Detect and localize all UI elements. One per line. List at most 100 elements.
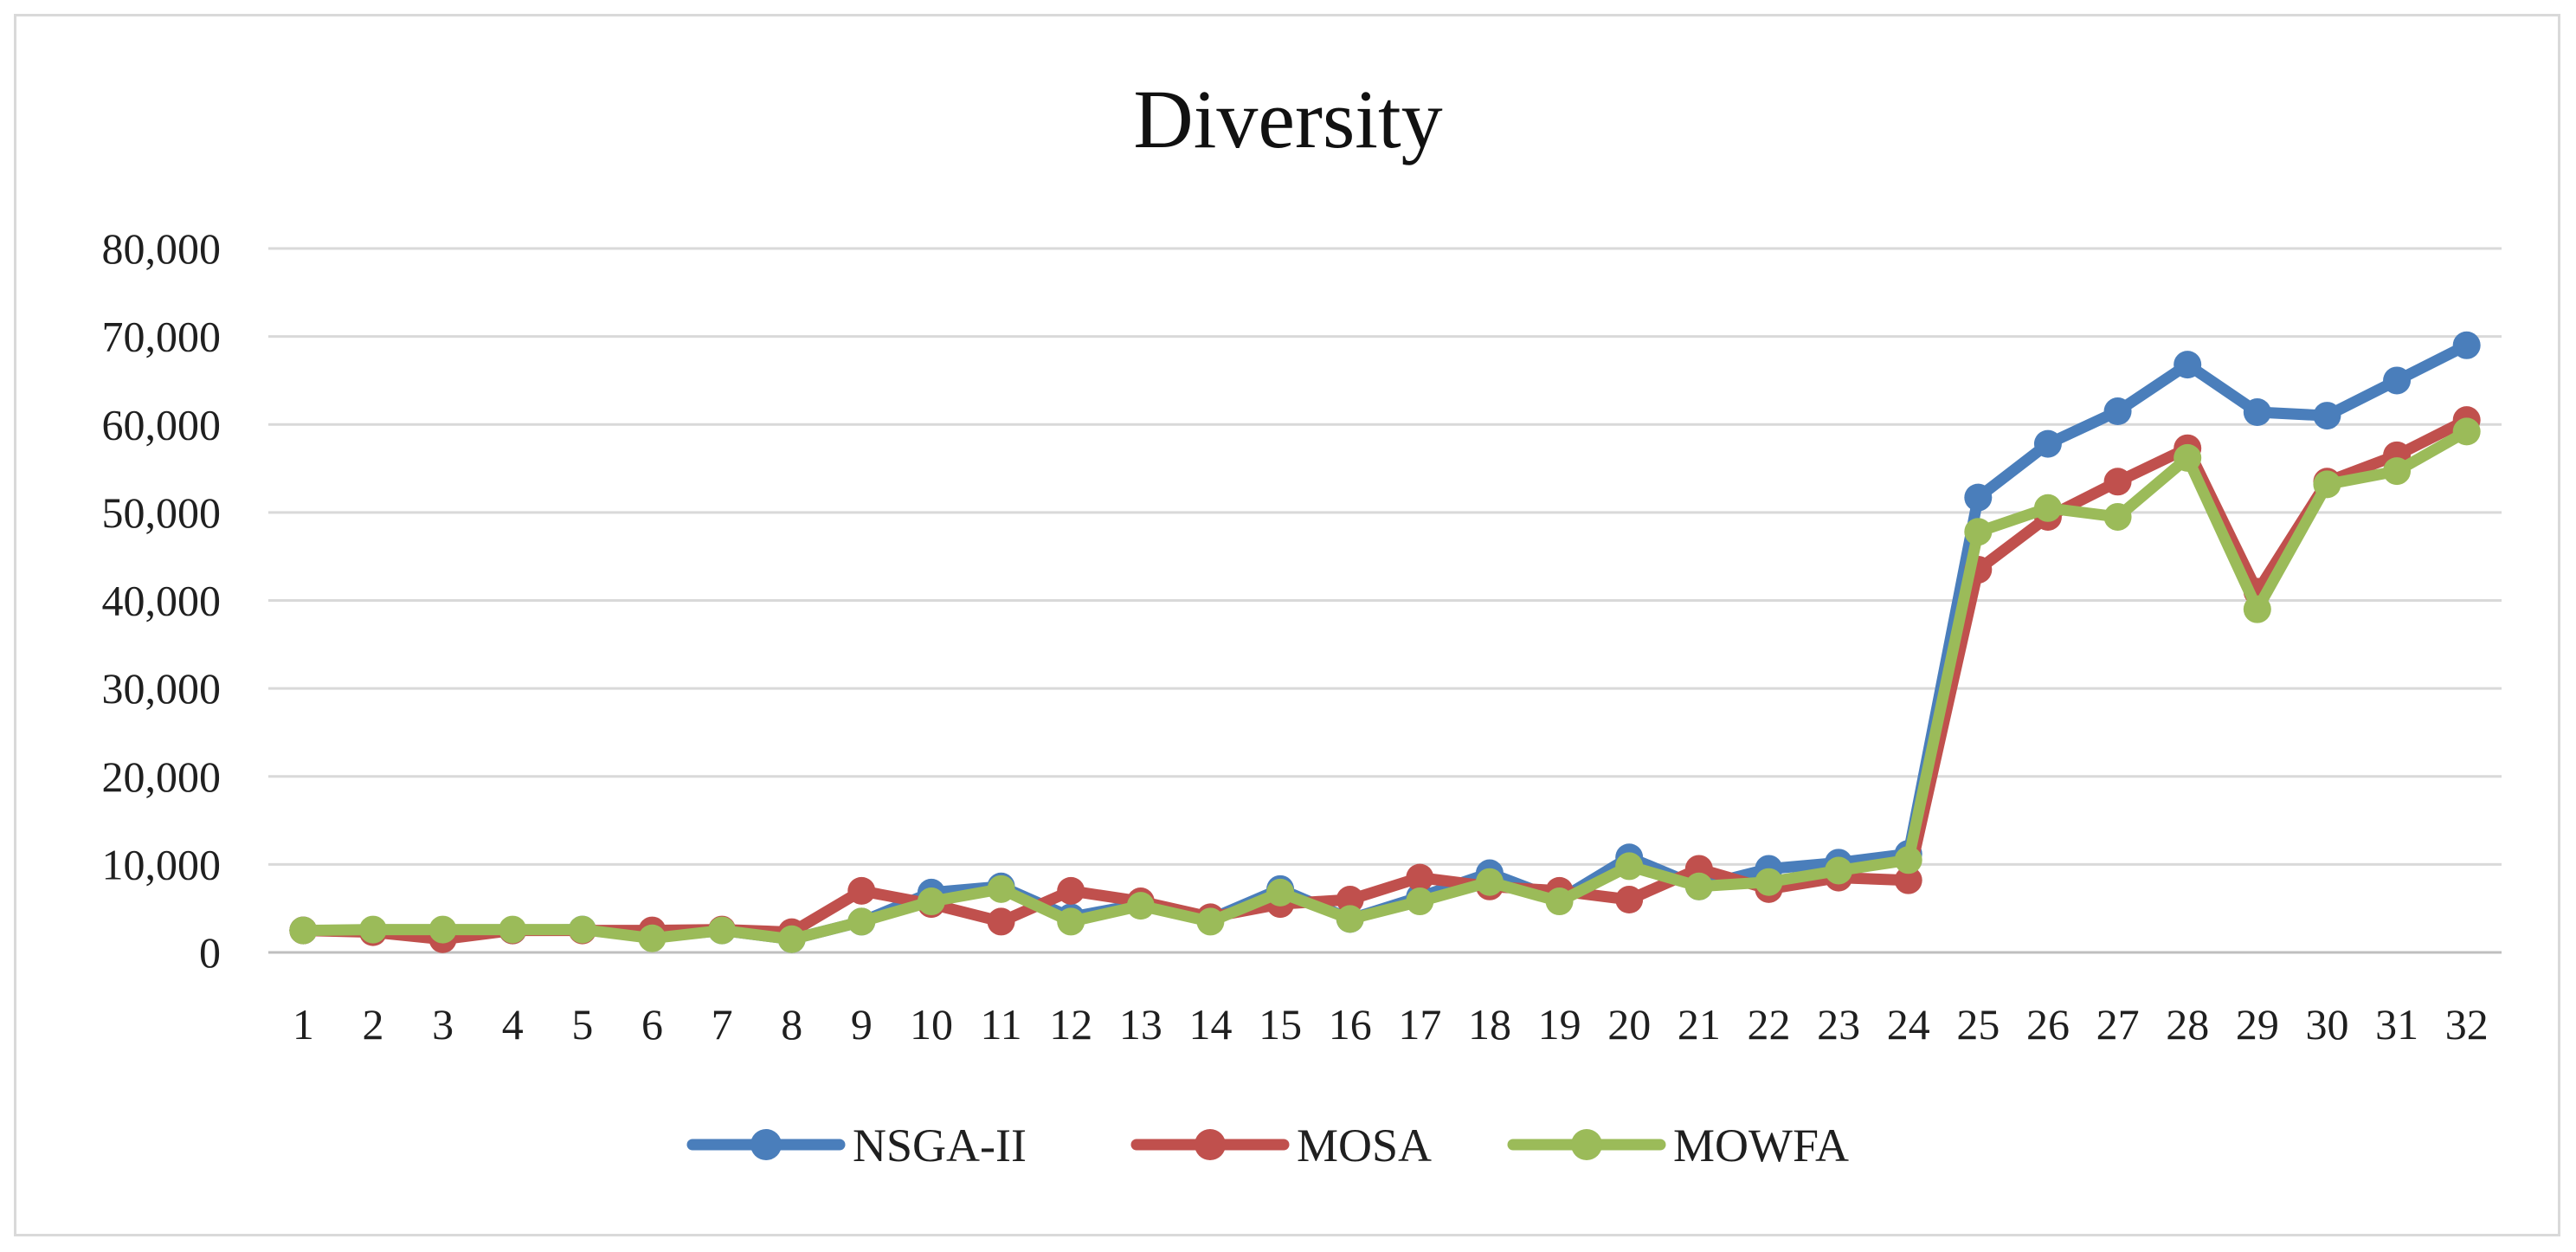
y-tick-label: 20,000 — [102, 752, 222, 801]
data-point-mowfa — [1545, 887, 1574, 916]
x-tick-label: 6 — [641, 1000, 663, 1049]
legend-item-mowfa: MOWFA — [1507, 1120, 1849, 1171]
series-mowfa — [289, 417, 2481, 953]
x-tick-label: 27 — [2096, 1000, 2140, 1049]
y-tick-label: 30,000 — [102, 664, 222, 713]
data-point-nsga-ii — [2174, 351, 2202, 379]
series-line-mowfa — [297, 425, 2473, 945]
legend-label: NSGA-II — [853, 1120, 1027, 1171]
x-tick-label: 9 — [851, 1000, 873, 1049]
data-point-nsga-ii — [2383, 366, 2412, 395]
y-tick-label: 40,000 — [102, 577, 222, 625]
legend-item-nsga-ii: NSGA-II — [686, 1120, 1027, 1171]
legend-item-mosa: MOSA — [1130, 1120, 1432, 1171]
x-tick-label: 4 — [502, 1000, 524, 1049]
data-point-mowfa — [2383, 457, 2412, 486]
data-point-mowfa — [1825, 856, 1853, 885]
series-line-nsga-ii — [297, 339, 2473, 945]
y-axis-ticks: 0 10,000 20,000 30,000 40,000 50,000 60,000 70,… — [102, 224, 222, 977]
y-tick-label: 10,000 — [102, 840, 222, 888]
grid — [268, 247, 2502, 954]
data-point-nsga-ii — [2103, 397, 2132, 426]
x-tick-label: 13 — [1119, 1000, 1162, 1049]
data-point-mowfa — [1475, 868, 1504, 896]
x-tick-label: 14 — [1188, 1000, 1232, 1049]
data-point-mosa — [1406, 863, 1434, 892]
x-axis-ticks: 1 2 3 4 5 6 7 8 9 10 11 12 13 14 15 16 17 18 19 20 21 22 23 24 2… — [293, 1000, 2489, 1049]
data-point-mosa — [1336, 886, 1364, 914]
data-point-nsga-ii — [2452, 331, 2481, 359]
x-tick-label: 15 — [1259, 1000, 1302, 1049]
data-point-nsga-ii — [2243, 398, 2271, 427]
x-tick-label: 21 — [1678, 1000, 1721, 1049]
x-tick-label: 8 — [781, 1000, 802, 1049]
data-point-mowfa — [2174, 443, 2202, 472]
series — [289, 331, 2481, 953]
data-point-mosa — [1615, 886, 1644, 914]
legend-marker — [750, 1129, 782, 1160]
data-point-nsga-ii — [2313, 402, 2341, 430]
data-point-mowfa — [1196, 907, 1225, 936]
x-tick-label: 29 — [2236, 1000, 2279, 1049]
data-point-mowfa — [987, 874, 1015, 903]
data-point-mowfa — [2103, 502, 2132, 531]
data-point-mowfa — [358, 915, 387, 944]
data-point-mowfa — [1266, 878, 1295, 907]
data-point-mowfa — [1406, 887, 1434, 916]
data-point-mowfa — [847, 907, 876, 936]
data-point-mowfa — [917, 887, 945, 916]
data-point-mowfa — [499, 915, 527, 944]
x-tick-label: 32 — [2445, 1000, 2489, 1049]
legend-label: MOWFA — [1673, 1120, 1849, 1171]
x-tick-label: 22 — [1747, 1000, 1790, 1049]
data-point-mowfa — [1755, 868, 1783, 896]
x-tick-label: 7 — [712, 1000, 733, 1049]
data-point-mosa — [1894, 866, 1922, 894]
data-point-mowfa — [1684, 872, 1713, 900]
y-tick-label: 0 — [199, 928, 221, 977]
data-point-mosa — [1057, 876, 1085, 905]
data-point-mowfa — [708, 916, 737, 945]
data-point-mowfa — [638, 924, 667, 952]
x-tick-label: 26 — [2026, 1000, 2070, 1049]
x-tick-label: 19 — [1538, 1000, 1581, 1049]
data-point-mosa — [847, 876, 876, 905]
data-point-mowfa — [289, 916, 318, 945]
data-point-mowfa — [568, 915, 596, 944]
y-tick-label: 50,000 — [102, 488, 222, 537]
x-tick-label: 16 — [1329, 1000, 1372, 1049]
y-tick-label: 80,000 — [102, 224, 222, 273]
y-tick-label: 60,000 — [102, 400, 222, 449]
data-point-mowfa — [1894, 846, 1922, 874]
chart-title: Diversity — [1133, 73, 1442, 165]
x-tick-label: 30 — [2305, 1000, 2348, 1049]
data-point-mowfa — [1615, 852, 1644, 881]
legend-label: MOSA — [1297, 1120, 1432, 1171]
data-point-mosa — [2103, 468, 2132, 496]
x-tick-label: 17 — [1398, 1000, 1441, 1049]
x-tick-label: 11 — [980, 1000, 1021, 1049]
x-tick-label: 2 — [362, 1000, 383, 1049]
data-point-mowfa — [2313, 470, 2341, 499]
x-tick-label: 1 — [293, 1000, 314, 1049]
x-tick-label: 5 — [571, 1000, 593, 1049]
x-tick-label: 24 — [1887, 1000, 1930, 1049]
data-point-nsga-ii — [1964, 483, 1993, 512]
x-tick-label: 10 — [910, 1000, 953, 1049]
data-point-mowfa — [1057, 907, 1085, 936]
x-tick-label: 25 — [1956, 1000, 2000, 1049]
data-point-mowfa — [1336, 905, 1364, 933]
x-tick-label: 28 — [2166, 1000, 2209, 1049]
x-tick-label: 18 — [1468, 1000, 1511, 1049]
x-tick-label: 3 — [432, 1000, 454, 1049]
data-point-mosa — [987, 907, 1015, 936]
data-point-mowfa — [2033, 494, 2062, 522]
x-tick-label: 12 — [1049, 1000, 1092, 1049]
data-point-mowfa — [2452, 417, 2481, 446]
data-point-mowfa — [777, 925, 806, 953]
data-point-mowfa — [1964, 518, 1993, 546]
legend-marker — [1571, 1129, 1602, 1160]
data-point-mowfa — [428, 915, 457, 944]
data-point-nsga-ii — [2033, 429, 2062, 458]
